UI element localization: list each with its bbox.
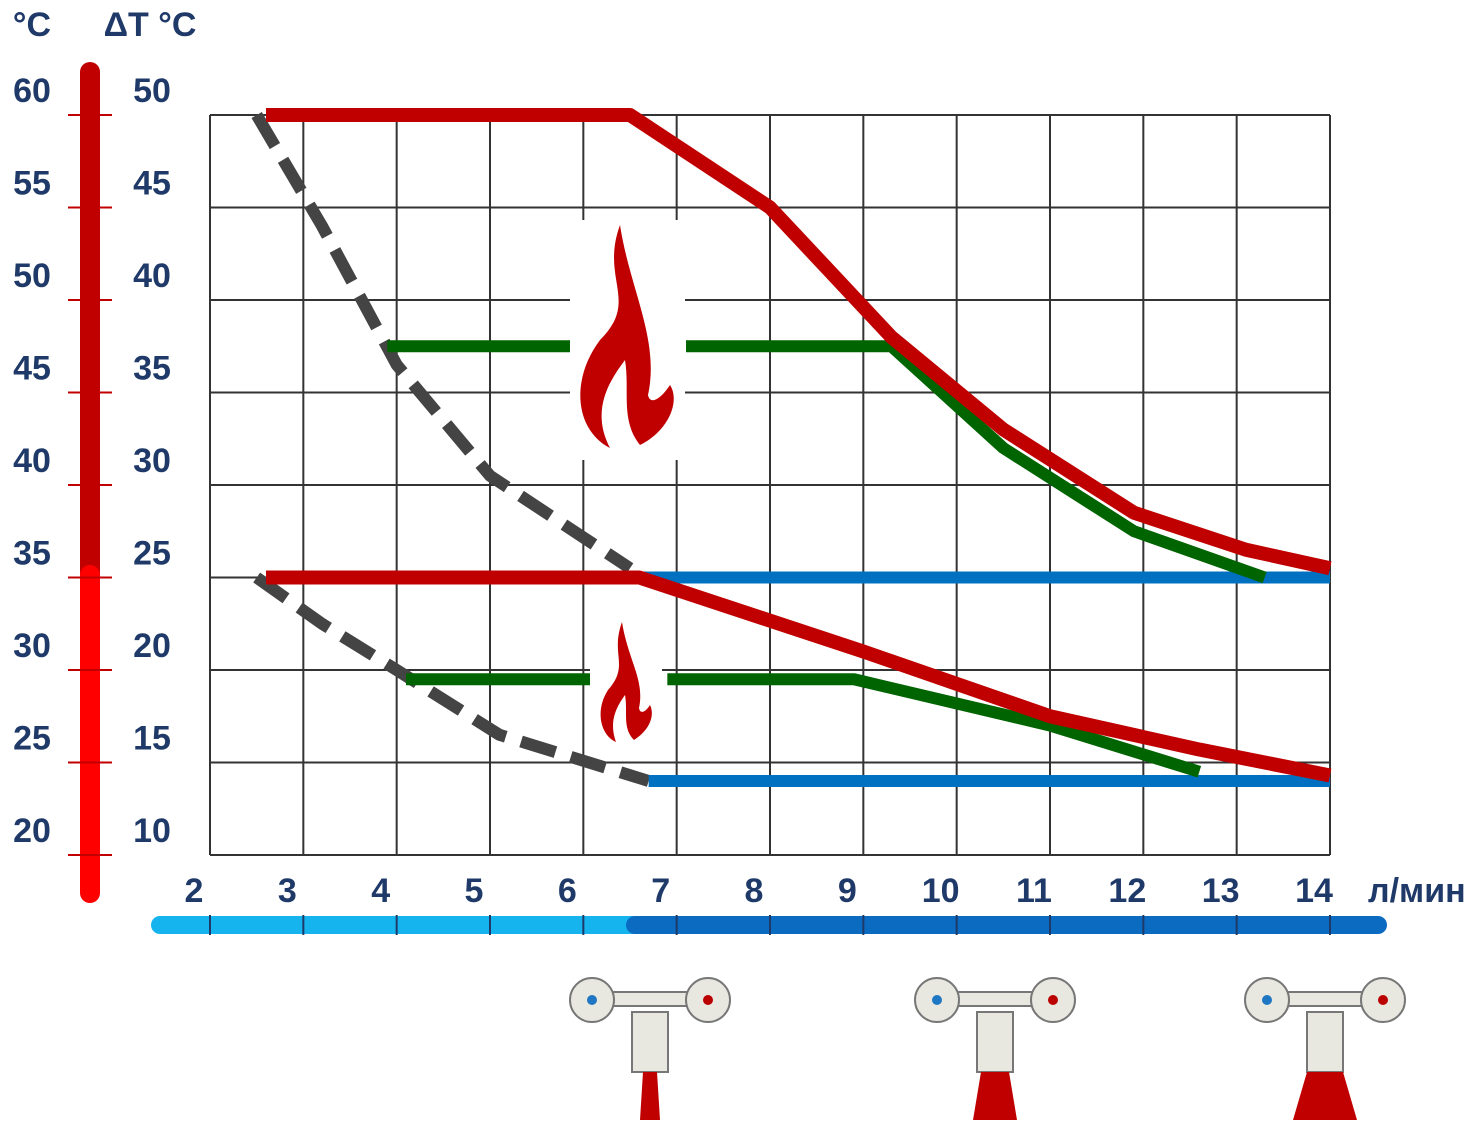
x-tick-label: 8 bbox=[745, 872, 764, 910]
x-axis-label: л/мин bbox=[1368, 872, 1466, 910]
y2-tick-label: 60 bbox=[13, 72, 51, 110]
y2-axis-label: °C bbox=[13, 6, 51, 44]
page: °C ΔT °C л/мин 2345678910111213141015202… bbox=[0, 0, 1482, 1127]
x-tick-label: 2 bbox=[185, 872, 204, 910]
x-tick-label: 6 bbox=[558, 872, 577, 910]
x-tick-label: 13 bbox=[1202, 872, 1240, 910]
y-tick-label: 25 bbox=[133, 534, 171, 572]
x-tick-label: 7 bbox=[651, 872, 670, 910]
x-tick-label: 12 bbox=[1108, 872, 1146, 910]
y-axis-label: ΔT °C bbox=[104, 6, 197, 44]
y-tick-label: 20 bbox=[133, 627, 171, 665]
flame-large bbox=[570, 220, 685, 460]
series-line bbox=[387, 346, 1264, 577]
y-tick-label: 40 bbox=[133, 257, 171, 295]
y2-tick-label: 25 bbox=[13, 719, 51, 757]
x-tick-label: 3 bbox=[278, 872, 297, 910]
y-tick-label: 10 bbox=[133, 812, 171, 850]
flame-small bbox=[590, 620, 662, 745]
x-tick-label: 11 bbox=[1016, 872, 1052, 910]
y-tick-label: 35 bbox=[133, 349, 171, 387]
y-tick-label: 30 bbox=[133, 442, 171, 480]
chart: °C ΔT °C л/мин 2345678910111213141015202… bbox=[0, 0, 1482, 1122]
x-tick-label: 14 bbox=[1295, 872, 1333, 910]
y2-tick-label: 20 bbox=[13, 812, 51, 850]
y2-tick-label: 35 bbox=[13, 534, 51, 572]
y-tick-label: 45 bbox=[133, 164, 171, 202]
y-tick-label: 15 bbox=[133, 719, 171, 757]
x-tick-label: 5 bbox=[465, 872, 484, 910]
y2-tick-label: 40 bbox=[13, 442, 51, 480]
x-tick-label: 9 bbox=[838, 872, 857, 910]
y2-tick-label: 30 bbox=[13, 627, 51, 665]
y2-tick-label: 50 bbox=[13, 257, 51, 295]
faucet-small bbox=[570, 978, 730, 1120]
series-group bbox=[257, 115, 1330, 781]
x-tick-label: 10 bbox=[922, 872, 960, 910]
faucet-medium bbox=[915, 978, 1075, 1120]
faucet-large bbox=[1245, 978, 1405, 1120]
y2-tick-label: 45 bbox=[13, 349, 51, 387]
y-tick-label: 50 bbox=[133, 72, 171, 110]
x-tick-label: 4 bbox=[371, 872, 390, 910]
y2-tick-label: 55 bbox=[13, 164, 51, 202]
